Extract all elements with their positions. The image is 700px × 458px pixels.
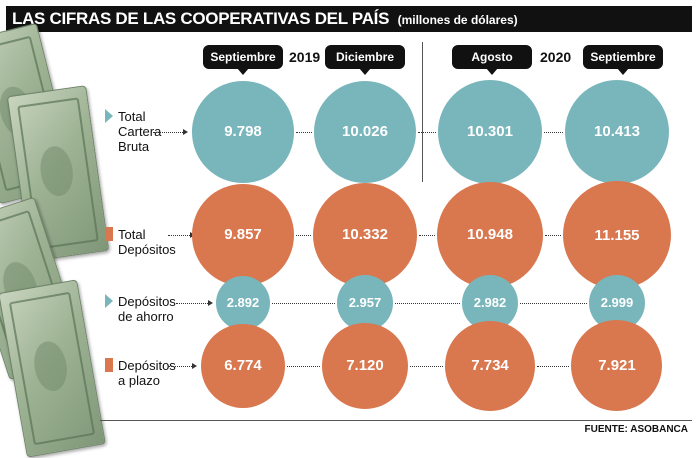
row-label-line: a plazo [118,373,160,388]
connector-line [287,366,320,367]
bubble-value-label: 7.734 [471,357,509,375]
row-label-line: Depósitos [118,358,176,373]
connector-line [418,235,435,236]
period-label: Septiembre [583,45,663,75]
bubble-value-label: 2.982 [473,295,507,311]
triangle-pointer-icon [105,294,113,308]
period-label: Agosto [452,45,532,75]
connector-line [410,366,444,367]
connector-line [272,303,336,304]
row-label-line: Total [118,109,146,124]
connector-line [394,303,461,304]
year-label: 2020 [540,49,572,65]
triangle-pointer-icon [105,227,113,241]
bubble-value-label: 10.332 [342,226,388,244]
row-label: Total Cartera Bruta [118,109,161,154]
row-label-line: Cartera [118,124,162,139]
bubble-cartera-bruta: 10.026 [313,80,417,184]
bubble-value-label: 2.999 [600,295,634,311]
bubble-value-label: 7.921 [598,357,636,375]
bubble-depositos-totales: 11.155 [563,181,671,289]
bubble-depositos-ahorro: 2.957 [337,275,393,331]
chart-subtitle: (millones de dólares) [397,13,518,27]
chart-title: LAS CIFRAS DE LAS COOPERATIVAS DEL PAÍS [12,9,390,28]
bubble-value-label: 6.774 [224,357,262,375]
leader-line [168,363,197,369]
bubble-depositos-ahorro: 2.999 [589,275,645,331]
row-label: Depósitos de ahorro [118,294,176,324]
money-bill [0,279,106,458]
title-bar: LAS CIFRAS DE LAS COOPERATIVAS DEL PAÍS … [6,6,692,32]
bubble-value-label: 7.120 [346,357,384,375]
bubble-value-label: 2.892 [226,295,260,311]
leader-line [153,129,188,135]
connector-line [295,132,312,133]
bubble-cartera-bruta: 10.413 [564,79,670,185]
bubble-value-label: 2.957 [348,295,382,311]
leader-line [168,232,195,238]
bubble-depositos-plazo: 6.774 [200,323,286,409]
bubble-depositos-ahorro: 2.892 [215,275,271,331]
bubble-depositos-plazo: 7.120 [321,322,409,410]
bubble-value-label: 10.301 [467,123,513,141]
leader-line [176,300,213,306]
connector-line [418,132,437,133]
year-label: 2019 [289,49,321,65]
connector-line [543,132,563,133]
row-label-line: Depósitos [118,242,176,257]
period-label: Diciembre [325,45,405,75]
year-divider [422,42,423,182]
triangle-pointer-icon [105,109,113,123]
bubble-value-label: 9.857 [224,226,262,244]
row-label-line: de ahorro [118,309,174,324]
bubble-depositos-totales: 10.948 [436,181,544,289]
bubble-value-label: 10.948 [467,226,513,244]
connector-line [295,235,312,236]
bubble-value-label: 11.155 [594,226,640,244]
bubble-depositos-totales: 10.332 [313,183,417,287]
bubble-depositos-totales: 9.857 [192,184,294,286]
connector-line [536,366,570,367]
footer-rule [100,420,692,421]
source-note: FUENTE: ASOBANCA [584,424,688,435]
bubble-depositos-plazo: 7.921 [571,320,663,412]
bubble-value-label: 9.798 [224,123,262,141]
bubble-value-label: 10.413 [594,123,640,141]
period-label: Septiembre [203,45,283,75]
bubble-value-label: 10.026 [342,123,388,141]
row-label: Depósitos a plazo [118,358,176,388]
row-label-line: Depósitos [118,294,176,309]
row-label-line: Bruta [118,139,150,154]
bubble-depositos-plazo: 7.734 [445,321,535,411]
bubble-cartera-bruta: 9.798 [192,81,294,183]
connector-line [519,303,587,304]
connector-line [545,235,561,236]
bubble-cartera-bruta: 10.301 [438,80,542,184]
row-label: Total Depósitos [118,227,176,257]
triangle-pointer-icon [105,358,113,372]
row-label-line: Total [118,227,146,242]
